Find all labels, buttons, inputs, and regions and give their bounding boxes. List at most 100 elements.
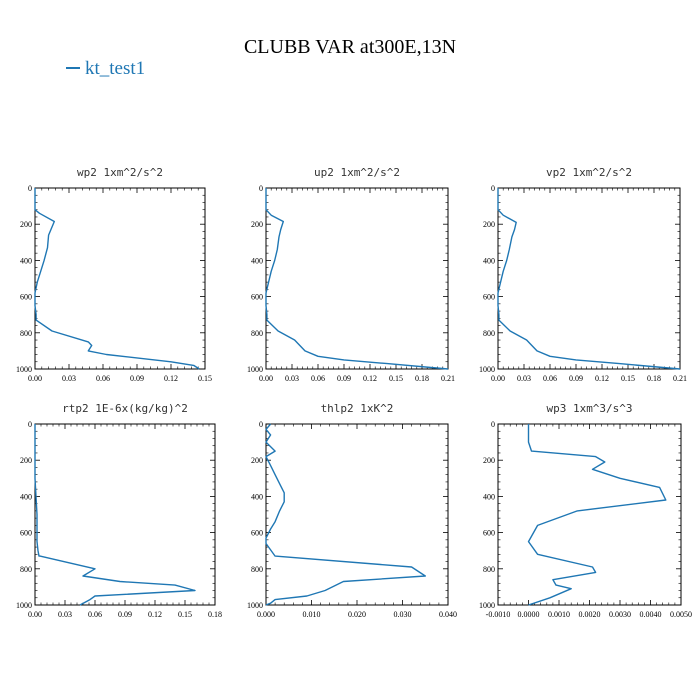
axes-frame [497,423,682,606]
x-tick-label: 0.0040 [640,610,662,619]
x-tick-label: 0.0050 [670,610,692,619]
y-tick-label: 400 [20,492,32,501]
x-tick-label: 0.0010 [548,610,570,619]
x-tick-label: 0.12 [148,610,162,619]
axes-frame [265,423,449,606]
series-line [265,188,449,370]
y-tick-label: 600 [251,293,263,302]
x-tick-label: 0.00 [28,374,42,383]
y-tick-label: 1000 [16,365,32,374]
y-tick-label: 0 [259,184,263,193]
series-line [527,424,667,606]
y-tick-label: 800 [483,329,495,338]
x-tick-label: -0.0010 [486,610,511,619]
y-tick-label: 600 [20,529,32,538]
y-tick-label: 400 [483,256,495,265]
x-tick-label: 0.00 [491,374,505,383]
x-tick-label: 0.15 [621,374,635,383]
y-tick-label: 400 [20,256,32,265]
x-tick-label: 0.03 [285,374,299,383]
x-tick-label: 0.06 [88,610,102,619]
x-tick-label: 0.09 [337,374,351,383]
y-tick-label: 0 [259,420,263,429]
series-line [34,424,196,606]
x-tick-label: 0.15 [389,374,403,383]
x-tick-label: 0.000 [257,610,275,619]
y-tick-label: 0 [491,420,495,429]
subplot-title: wp2 1xm^2/s^2 [77,166,163,179]
y-tick-label: 800 [251,565,263,574]
y-tick-label: 200 [251,456,263,465]
x-tick-label: 0.06 [311,374,325,383]
x-tick-label: 0.18 [208,610,222,619]
legend-label: kt_test1 [85,58,146,79]
series-line [497,188,681,370]
x-tick-label: 0.12 [164,374,178,383]
x-tick-label: 0.06 [96,374,110,383]
axes-frame [497,187,681,370]
y-tick-label: 1000 [479,365,495,374]
x-tick-label: 0.21 [673,374,687,383]
y-tick-label: 600 [20,293,32,302]
x-tick-label: 0.09 [130,374,144,383]
y-tick-label: 200 [483,220,495,229]
x-tick-label: 0.00 [259,374,273,383]
x-tick-label: 0.010 [303,610,321,619]
subplot-title: wp3 1xm^3/s^3 [546,402,632,415]
legend: kt_test1 [66,58,145,80]
x-tick-label: 0.09 [118,610,132,619]
x-tick-label: 0.06 [543,374,557,383]
x-tick-label: 0.040 [439,610,457,619]
x-tick-label: 0.15 [178,610,192,619]
y-tick-label: 1000 [16,601,32,610]
x-tick-label: 0.03 [517,374,531,383]
x-tick-label: 0.0020 [579,610,601,619]
axes-frame [34,187,206,370]
y-tick-label: 400 [483,492,495,501]
x-tick-label: 0.21 [441,374,455,383]
x-tick-label: 0.03 [62,374,76,383]
x-tick-label: 0.0030 [609,610,631,619]
figure-title: CLUBB VAR at300E,13N [243,36,457,58]
y-tick-label: 600 [483,293,495,302]
axes-frame [34,423,216,606]
y-tick-label: 0 [491,184,495,193]
y-tick-label: 1000 [247,365,263,374]
x-tick-label: 0.03 [58,610,72,619]
x-tick-label: 0.18 [647,374,661,383]
x-tick-label: 0.09 [569,374,583,383]
y-tick-label: 400 [251,492,263,501]
subplot-title: up2 1xm^2/s^2 [314,166,400,179]
y-tick-label: 0 [28,420,32,429]
y-tick-label: 200 [483,456,495,465]
x-tick-label: 0.00 [28,610,42,619]
y-tick-label: 200 [251,220,263,229]
y-tick-label: 200 [20,456,32,465]
x-tick-label: 0.15 [198,374,212,383]
y-tick-label: 800 [20,329,32,338]
x-tick-label: 0.12 [595,374,609,383]
y-tick-label: 800 [20,565,32,574]
x-tick-label: 0.18 [415,374,429,383]
y-tick-label: 200 [20,220,32,229]
y-tick-label: 400 [251,256,263,265]
y-tick-label: 800 [251,329,263,338]
x-tick-label: 0.020 [348,610,366,619]
y-tick-label: 1000 [479,601,495,610]
y-tick-label: 600 [483,529,495,538]
series-line [34,188,200,370]
subplot-title: vp2 1xm^2/s^2 [546,166,632,179]
subplot-title: thlp2 1xK^2 [321,402,394,415]
y-tick-label: 600 [251,529,263,538]
x-tick-label: 0.030 [394,610,412,619]
x-tick-label: 0.12 [363,374,377,383]
x-tick-label: 0.0000 [518,610,540,619]
legend-swatch [66,66,80,69]
y-tick-label: 0 [28,184,32,193]
series-line [265,423,426,606]
axes-frame [265,187,449,370]
y-tick-label: 1000 [247,601,263,610]
subplot-title: rtp2 1E-6x(kg/kg)^2 [62,402,188,415]
y-tick-label: 800 [483,565,495,574]
